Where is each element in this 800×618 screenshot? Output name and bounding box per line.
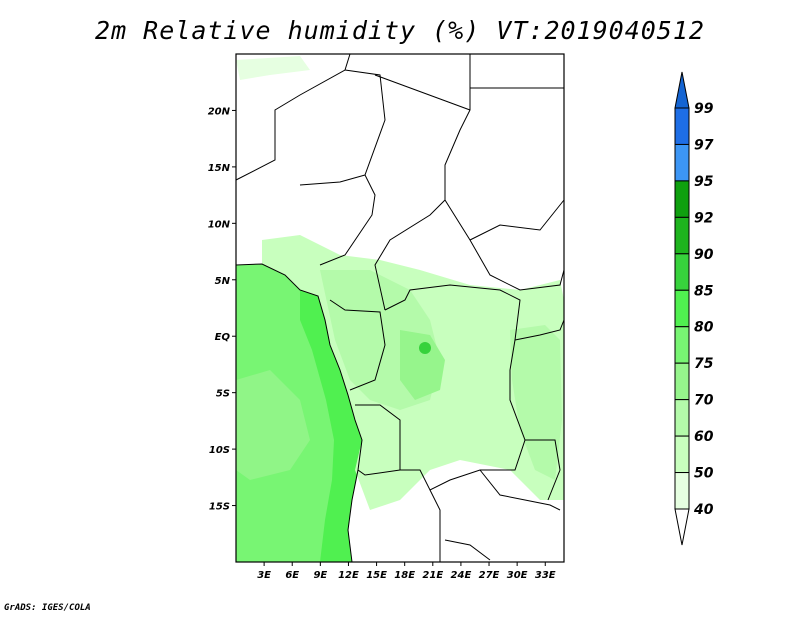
colorbar-label: 75 bbox=[694, 356, 714, 372]
lat-tick-label: 10S bbox=[209, 445, 230, 456]
colorbar-label: 60 bbox=[694, 429, 714, 445]
colorbar-label: 97 bbox=[694, 137, 714, 153]
colorbar-label: 90 bbox=[694, 247, 714, 263]
colorbar-min-arrow bbox=[674, 508, 690, 546]
lon-tick-label: 30E bbox=[507, 570, 528, 581]
colorbar-swatch bbox=[674, 289, 690, 328]
lon-tick-label: 3E bbox=[257, 570, 271, 581]
colorbar-max-arrow bbox=[674, 71, 690, 109]
colorbar-swatch bbox=[674, 180, 690, 218]
map-panel: 20N 15N 10N 5N EQ 5S 10S 15S 3E 6E 9E 12E 15E 18E 21E… bbox=[208, 53, 565, 581]
lon-tick-label: 6E bbox=[285, 570, 299, 581]
colorbar-swatch bbox=[674, 143, 690, 182]
lon-tick-label: 18E bbox=[394, 570, 415, 581]
colorbar-legend: 99 97 95 92 90 85 80 75 70 60 50 40 bbox=[674, 71, 714, 546]
country-borders bbox=[235, 53, 565, 563]
colorbar-swatch bbox=[674, 326, 690, 364]
lon-tick-label: 21E bbox=[422, 570, 443, 581]
lat-tick-label: 10N bbox=[208, 219, 231, 230]
lon-tick-label: 27E bbox=[479, 570, 500, 581]
longitude-axis: 3E 6E 9E 12E 15E 18E 21E 24E 27E 30E 33E bbox=[257, 562, 556, 581]
lat-tick-label: EQ bbox=[215, 332, 231, 343]
lon-tick-label: 33E bbox=[535, 570, 556, 581]
map-frame bbox=[235, 53, 565, 563]
land-humidity-patch bbox=[400, 330, 445, 400]
colorbar-label: 85 bbox=[694, 283, 714, 299]
lon-tick-label: 24E bbox=[451, 570, 472, 581]
lon-tick-label: 9E bbox=[313, 570, 327, 581]
land-humidity-east bbox=[510, 325, 562, 480]
colorbar-label: 80 bbox=[694, 320, 714, 336]
colorbar-label: 70 bbox=[694, 393, 714, 409]
colorbar-swatch bbox=[674, 216, 690, 255]
colorbar-swatch bbox=[674, 472, 690, 510]
colorbar-label: 95 bbox=[694, 174, 714, 190]
lat-tick-label: 15S bbox=[209, 502, 230, 513]
colorbar-label: 40 bbox=[693, 502, 714, 518]
colorbar-swatch bbox=[674, 107, 690, 145]
lon-tick-label: 12E bbox=[338, 570, 359, 581]
lat-tick-label: 20N bbox=[208, 106, 231, 117]
lat-tick-label: 5N bbox=[215, 276, 231, 287]
colorbar-label: 92 bbox=[694, 210, 713, 226]
latitude-axis: 20N 15N 10N 5N EQ 5S 10S 15S bbox=[208, 106, 236, 513]
colorbar-label: 99 bbox=[694, 101, 714, 117]
chart-title: 2m Relative humidity (%) VT:2019040512 bbox=[95, 16, 705, 45]
colorbar-swatch bbox=[674, 435, 690, 474]
ocean-humidity-light bbox=[236, 370, 310, 480]
grads-credit: GrADS: IGES/COLA bbox=[4, 603, 91, 613]
lon-tick-label: 15E bbox=[366, 570, 387, 581]
lat-tick-label: 5S bbox=[216, 389, 230, 400]
coastal-humidity-dark bbox=[300, 290, 362, 562]
colorbar-swatch bbox=[674, 253, 690, 291]
colorbar-swatch bbox=[674, 362, 690, 401]
colorbar-label: 50 bbox=[694, 466, 714, 482]
colorbar-swatch bbox=[674, 399, 690, 437]
lat-tick-label: 15N bbox=[208, 163, 231, 174]
humidity-max-patch bbox=[419, 342, 431, 354]
land-humidity-north bbox=[236, 56, 310, 80]
